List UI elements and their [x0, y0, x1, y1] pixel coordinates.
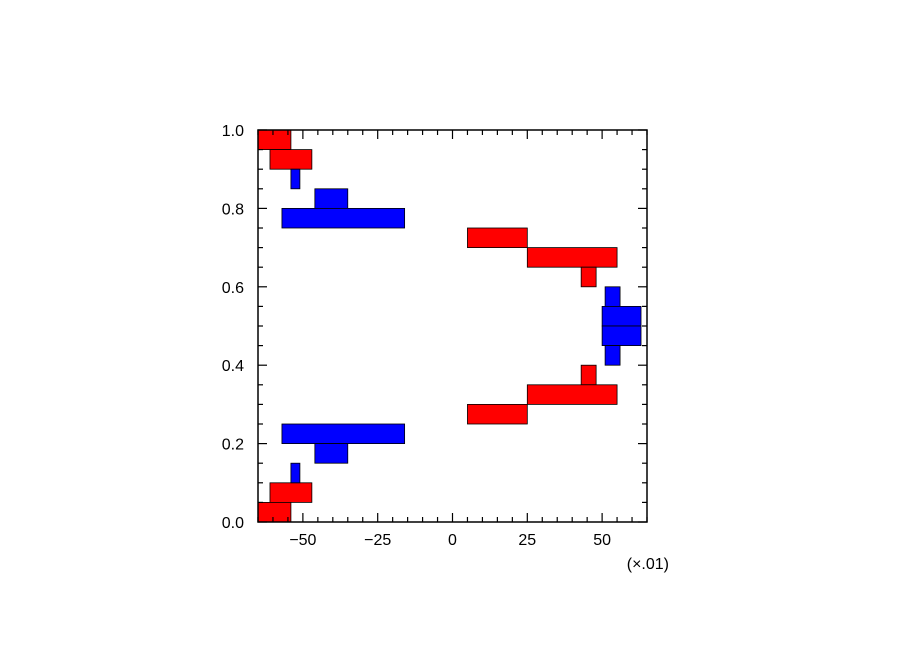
- x-tick-label: −25: [364, 532, 391, 549]
- bars-layer: [257, 129, 642, 523]
- blue-bar: [604, 286, 621, 307]
- red-bar: [526, 247, 618, 268]
- red-bar: [257, 129, 292, 151]
- blue-bar: [290, 168, 301, 190]
- y-tick-labels: 0.0 0.2 0.4 0.6 0.8 1.0: [222, 123, 244, 532]
- red-bar: [580, 364, 597, 386]
- red-bar: [269, 482, 313, 503]
- red-bar: [467, 403, 528, 425]
- x-tick-label: −50: [289, 532, 316, 549]
- y-tick-label: 1.0: [222, 123, 244, 140]
- blue-bar: [604, 345, 621, 366]
- y-tick-label: 0.4: [222, 358, 244, 375]
- y-tick-label: 0.6: [222, 280, 244, 297]
- x-tick-labels: −50 −25 0 25 50: [289, 532, 611, 549]
- red-bar: [269, 149, 313, 170]
- x-tick-label: 50: [593, 532, 611, 549]
- red-bar: [467, 227, 528, 249]
- blue-bar: [281, 207, 406, 229]
- y-tick-label: 0.2: [222, 437, 244, 454]
- blue-bar: [601, 305, 642, 327]
- red-bar: [580, 266, 597, 288]
- blue-bar: [290, 462, 301, 484]
- ticks-layer: [257, 129, 648, 523]
- y-tick-label: 0.8: [222, 201, 244, 218]
- blue-bar: [281, 423, 406, 445]
- blue-bar: [601, 325, 642, 347]
- blue-bar: [314, 443, 349, 464]
- x-tick-label: 25: [518, 532, 536, 549]
- red-bar: [257, 501, 292, 523]
- x-axis-multiplier: (×.01): [627, 556, 669, 573]
- y-tick-label: 0.0: [222, 515, 244, 532]
- x-tick-label: 0: [448, 532, 457, 549]
- blue-bar: [314, 188, 349, 209]
- red-bar: [526, 384, 618, 405]
